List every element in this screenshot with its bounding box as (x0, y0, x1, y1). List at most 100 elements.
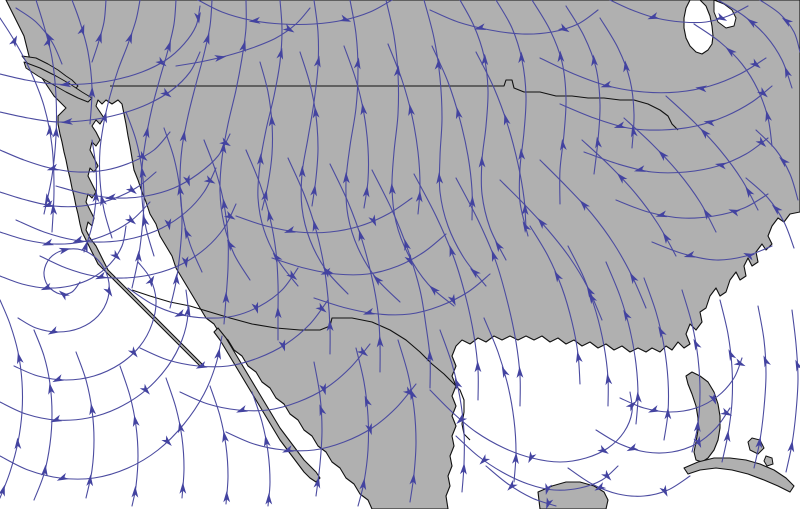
streamline-arrow (42, 200, 55, 208)
streamline-arrow (142, 126, 150, 139)
streamline (0, 51, 201, 123)
streamline-arrow (720, 407, 733, 416)
streamline (423, 0, 487, 287)
streamline-arrow (429, 285, 440, 296)
streamline (0, 299, 24, 499)
streamline-arrow (749, 58, 761, 69)
streamline-arrow (715, 12, 728, 21)
streamline-arrow (219, 137, 231, 147)
streamline-arrow (763, 355, 771, 368)
streamline-arrow (174, 309, 187, 317)
streamline-arrow (61, 118, 74, 125)
streamline-arrow (184, 227, 193, 240)
streamline-arrow (409, 473, 417, 486)
streamline-arrow (125, 32, 133, 45)
streamline-arrow (139, 166, 147, 179)
streamline (300, 0, 349, 295)
streamline-arrow (434, 58, 442, 71)
streamline-arrow (319, 383, 326, 396)
streamline-arrow (662, 232, 672, 244)
streamline-arrow (588, 292, 598, 305)
streamline (175, 7, 311, 67)
streamline-arrow (310, 184, 317, 197)
streamline-arrow (283, 226, 297, 233)
streamline-arrow (360, 103, 368, 116)
streamline (485, 465, 557, 507)
streamline-arrow (474, 23, 487, 30)
streamline-arrow (623, 60, 631, 73)
streamline-arrow (364, 395, 372, 408)
streamline-arrow (88, 86, 96, 98)
streamline-arrow (579, 200, 591, 211)
streamline-arrow (47, 326, 60, 335)
streamline-arrow (695, 85, 708, 93)
streamline (75, 351, 95, 499)
streamline-arrow (512, 452, 519, 465)
streamline-arrow (313, 55, 321, 68)
streamline (615, 193, 769, 219)
streamline (17, 248, 110, 333)
streamline-arrow (95, 31, 102, 44)
streamline-arrow (223, 210, 236, 220)
streamline (693, 23, 773, 147)
streamline-arrow (282, 445, 295, 453)
streamline (55, 133, 231, 199)
streamline-arrow (648, 405, 661, 413)
streamline-arrow (272, 252, 283, 264)
streamline-arrow (693, 338, 702, 351)
streamline-arrow (626, 443, 639, 452)
streamline-arrow (353, 57, 361, 70)
streamline-arrow (257, 153, 264, 165)
streamline-arrow (474, 360, 482, 373)
streamline-arrow (226, 239, 236, 252)
streamline-arrow (239, 40, 246, 53)
streamline (127, 267, 299, 319)
streamline-arrow (214, 347, 221, 360)
streamline-arrow (276, 47, 284, 60)
streamline (475, 51, 527, 229)
streamline-arrow (86, 474, 94, 487)
streamline-arrow (248, 16, 261, 24)
streamline-arrow (664, 407, 672, 420)
streamline (595, 407, 731, 454)
streamline (651, 241, 773, 261)
cuba-island (683, 457, 795, 493)
streamline-arrow (714, 162, 727, 170)
streamline (455, 177, 521, 407)
streamline-arrow (586, 285, 596, 298)
streamline-arrow (222, 430, 229, 443)
streamline-arrow (356, 346, 369, 357)
streamline-arrow (236, 405, 249, 413)
streamline-arrow (703, 119, 716, 127)
streamline-arrow (700, 128, 711, 140)
streamline-arrow (139, 383, 150, 395)
streamline-arrow (358, 229, 366, 242)
streamline (235, 197, 413, 234)
streamline-arrow (40, 282, 53, 291)
streamline-arrow (795, 359, 800, 372)
streamline (271, 233, 447, 276)
streamline-arrow (516, 366, 524, 379)
streamline-arrow (312, 219, 320, 232)
streamline-arrow (136, 150, 148, 161)
streamline (559, 85, 773, 131)
streamline-arrow (58, 290, 70, 301)
streamline-arrow (77, 24, 85, 37)
streamline-arrow (172, 273, 180, 286)
streamline (583, 137, 769, 174)
streamline-arrow (725, 47, 737, 58)
streamline-arrow (223, 490, 231, 503)
streamline-arrow (655, 210, 668, 218)
lake-superior-huron (713, 0, 737, 29)
streamline-arrow (787, 440, 795, 453)
streamline (257, 0, 299, 287)
streamline-arrow (528, 451, 537, 464)
streamline-arrow (522, 221, 532, 234)
streamline-arrow (468, 195, 476, 208)
streamline-arrow (312, 106, 320, 119)
streamline-arrow (575, 351, 583, 364)
streamline (567, 467, 691, 497)
streamline-arrow (501, 366, 510, 379)
streamline (13, 261, 157, 381)
streamline-arrow (479, 454, 491, 465)
